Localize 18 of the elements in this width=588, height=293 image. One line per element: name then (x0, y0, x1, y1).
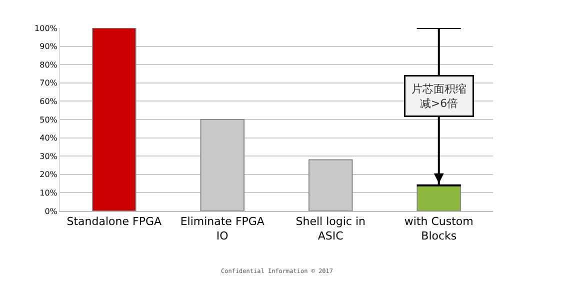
y-tick-label: 60% (40, 97, 58, 106)
y-tick-label: 40% (40, 134, 58, 143)
x-tick-label: Standalone FPGA (66, 215, 162, 228)
bar (416, 184, 462, 211)
x-tick-label: Eliminate FPGA IO (180, 215, 265, 242)
y-tick-label: 20% (40, 170, 58, 180)
y-tick-label: 80% (40, 60, 58, 70)
x-tick-label: Shell logic in ASIC (296, 215, 366, 242)
annotation: 片芯面积缩减>6倍 (412, 82, 466, 110)
y-tick-label: 0% (44, 206, 58, 216)
y-tick-label: 70% (40, 78, 58, 88)
y-tick-label: 10% (40, 188, 58, 198)
x-tick-label: with Custom Blocks (404, 215, 474, 242)
y-tick-label: 90% (40, 42, 58, 52)
y-tick-label: 30% (40, 152, 58, 161)
bar (92, 28, 136, 211)
y-tick-label: 50% (40, 115, 58, 124)
y-tick-label: 100% (34, 24, 58, 33)
